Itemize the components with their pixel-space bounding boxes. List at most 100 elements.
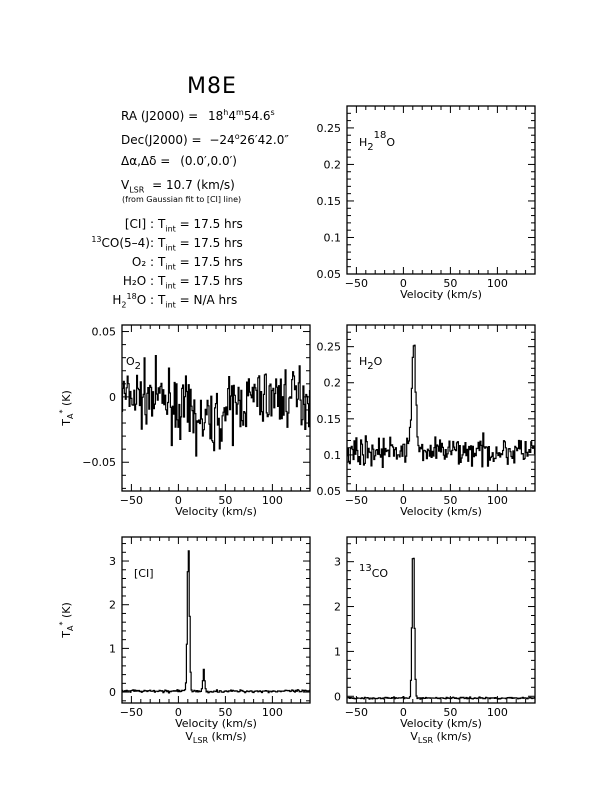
y-axis-label: TA* (K) — [58, 390, 75, 427]
x-axis-label: Velocity (km/s) — [400, 288, 482, 301]
ra-line: RA (J2000) = 18h4m54.6s — [121, 108, 275, 123]
x-tick-label: 50 — [218, 494, 232, 507]
lbl-co: CO — [372, 567, 389, 580]
offset-value: (0.0′,0.0′) — [180, 154, 237, 168]
panel-label: [CI] — [134, 567, 154, 580]
ta-sub: A — [66, 625, 75, 631]
ta-unit: (K) — [60, 390, 73, 409]
y-tick-label: 0.05 — [92, 326, 117, 339]
y-tick-label: 0.15 — [317, 413, 342, 426]
vlsr-sub: LSR — [193, 736, 209, 745]
panel-label: 13CO — [359, 563, 388, 580]
panel-middle-right: −50 0 50 100 0.05 0.1 0.15 0.2 0.25 Velocity (km/… — [317, 324, 536, 518]
offset-line: Δα,Δδ = (0.0′,0.0′) — [121, 155, 237, 167]
vlsr-unit: (km/s) — [433, 730, 472, 743]
panel-label: H2O — [359, 355, 383, 372]
y-tick-label: 0.2 — [324, 377, 342, 390]
vlsr-line: VLSR = 10.7 (km/s) — [121, 178, 235, 195]
ta: T — [60, 419, 73, 427]
x-tick-label: −50 — [345, 277, 368, 290]
integration-o2: O₂ : — [131, 255, 154, 269]
y-tick-label: 1 — [109, 642, 116, 655]
y-tick-label: 0.1 — [324, 449, 342, 462]
vlsr-note: (from Gaussian fit to [CI] line) — [122, 195, 242, 204]
vlsr-value: = 10.7 (km/s) — [152, 178, 235, 192]
y-tick-label: 0 — [334, 690, 341, 703]
y-tick-label: 1 — [334, 645, 341, 658]
source-title: M8E — [187, 74, 237, 99]
dec-degrees: −24 — [209, 133, 235, 147]
x-tick-label: 0 — [400, 277, 407, 290]
ta-unit: (K) — [60, 602, 73, 621]
x-tick-label: 100 — [487, 706, 508, 719]
spectrum-line — [346, 344, 536, 468]
x-tick-label: 0 — [400, 494, 407, 507]
y-tick-label: 0.15 — [317, 195, 342, 208]
integration-h218o: H218O : — [112, 292, 154, 310]
y-tick-label: 3 — [334, 556, 341, 569]
y-tick-label: 0 — [109, 391, 116, 404]
x-tick-label: −50 — [120, 494, 143, 507]
lbl-o: O — [386, 136, 395, 149]
panel-bottom-left: −50 0 50 100 0 1 2 3 Velocity (km/s)VLSR (km/s) T… — [58, 536, 311, 745]
vlsr-sub: LSR — [418, 736, 434, 745]
y-tick-label: 2 — [334, 601, 341, 614]
x-tick-label: 0 — [400, 706, 407, 719]
integration-ci: [CI] : — [124, 217, 154, 231]
spectrum-line — [347, 557, 536, 700]
lbl-2: 2 — [367, 361, 373, 372]
x-axis-label: Velocity (km/s) — [400, 505, 482, 518]
integration-ci-time: Tint = 17.5 hrs — [158, 217, 243, 234]
y-tick-label: 0.2 — [324, 158, 342, 171]
lbl-h: H — [359, 355, 367, 368]
panel-bottom-right: −50 0 50 100 0 1 2 3 Velocity (km/s)VLSR (km/s) 1… — [334, 536, 536, 745]
panel-label: O2 — [126, 355, 141, 372]
y-tick-label: 3 — [109, 555, 116, 568]
ra-label: RA (J2000) = — [121, 109, 199, 123]
ra-minutes: 4 — [228, 109, 237, 123]
x-tick-label: 0 — [175, 706, 182, 719]
x-tick-label: 50 — [443, 494, 457, 507]
vlsr-v: V — [410, 730, 418, 743]
x-tick-label: −50 — [345, 706, 368, 719]
y-tick-label: 0.1 — [324, 231, 342, 244]
x-tick-label: 100 — [487, 494, 508, 507]
x-tick-label: −50 — [120, 706, 143, 719]
x-axis-label: Velocity (km/s) — [175, 717, 257, 730]
integration-h2o-time: Tint = 17.5 hrs — [158, 274, 243, 291]
ta: T — [60, 631, 73, 639]
y-tick-label: 0.25 — [317, 122, 342, 135]
x-tick-label: 100 — [487, 277, 508, 290]
plot-frame — [346, 536, 536, 704]
ta-star: * — [58, 622, 67, 626]
y-tick-label: 0 — [109, 686, 116, 699]
spectrum-line — [121, 355, 311, 457]
lbl-13: 13 — [359, 563, 372, 574]
y-tick-label: 0.25 — [317, 341, 342, 354]
y-tick-label: −0.05 — [82, 456, 116, 469]
lbl-o: O — [126, 355, 135, 368]
x-tick-label: 100 — [262, 706, 283, 719]
spectrum-line — [121, 550, 311, 694]
ra-hours: 18 — [208, 109, 224, 123]
integration-13co-time: Tint = 17.5 hrs — [158, 236, 243, 253]
x-tick-label: 50 — [218, 706, 232, 719]
integration-13co: 13CO(5–4): — [91, 235, 154, 250]
integration-h218o-time: Tint = N/A hrs — [158, 293, 238, 310]
x-tick-label: 50 — [443, 277, 457, 290]
ta-star: * — [58, 410, 67, 414]
plot-frame — [346, 324, 536, 492]
panel-top-right: −50 0 50 100 0.05 0.1 0.15 0.2 0.25 Velocity (km/… — [317, 105, 536, 301]
lbl-2: 2 — [367, 142, 373, 153]
lbl-18: 18 — [374, 130, 387, 141]
integration-o2-time: Tint = 17.5 hrs — [158, 255, 243, 272]
lbl-h: H — [359, 136, 367, 149]
x-tick-label: 100 — [262, 494, 283, 507]
dec-label: Dec(J2000) = — [121, 133, 202, 147]
x-axis-label-vlsr: VLSR (km/s) — [410, 730, 471, 745]
y-tick-label: 0.05 — [317, 268, 342, 281]
x-axis-label: Velocity (km/s) — [400, 717, 482, 730]
panel-middle-left: −50 0 50 100 −0.05 0 0.05 Velocity (km/s) TA* (K… — [58, 324, 311, 518]
